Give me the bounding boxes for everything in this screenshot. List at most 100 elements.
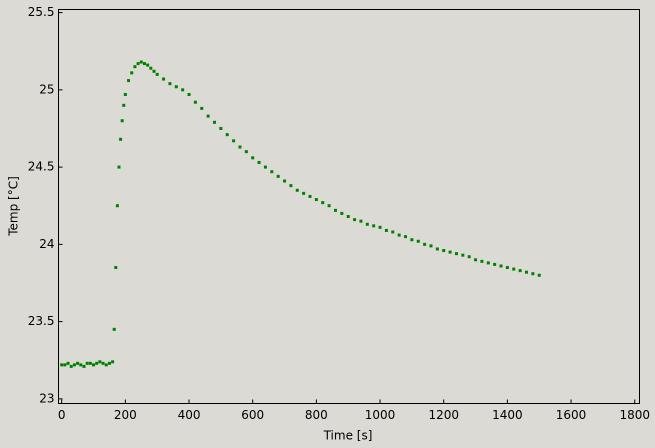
data-point — [283, 179, 287, 183]
data-point — [435, 247, 439, 251]
x-tick-label: 1000 — [365, 408, 396, 422]
data-point — [92, 363, 96, 367]
data-point — [114, 266, 118, 270]
data-point — [410, 238, 414, 242]
data-point — [493, 262, 497, 266]
plot-frame — [58, 9, 640, 404]
data-point — [225, 133, 229, 137]
data-point — [263, 165, 267, 169]
data-point — [122, 103, 126, 107]
y-tick-label: 25 — [39, 82, 54, 96]
data-point — [174, 85, 178, 89]
x-tick-label: 800 — [305, 408, 328, 422]
data-point — [423, 242, 427, 246]
data-point — [88, 361, 92, 365]
data-point — [133, 65, 137, 69]
data-point — [212, 120, 216, 124]
data-point — [321, 201, 325, 205]
data-point — [139, 60, 143, 64]
data-point — [270, 170, 274, 174]
data-point — [480, 259, 484, 263]
data-point — [442, 249, 446, 253]
data-point — [505, 266, 509, 270]
data-point — [115, 204, 119, 208]
data-point — [467, 255, 471, 259]
data-point — [295, 188, 299, 192]
data-point — [82, 364, 86, 368]
data-point — [486, 261, 490, 265]
data-point — [308, 194, 312, 198]
data-point — [136, 62, 140, 66]
data-point — [168, 82, 172, 86]
data-point — [193, 100, 197, 104]
data-point — [127, 79, 131, 83]
data-point — [314, 198, 318, 202]
y-tick-label: 24.5 — [28, 160, 55, 174]
data-point — [187, 92, 191, 96]
data-point — [238, 145, 242, 149]
y-tick-label: 23.5 — [28, 314, 55, 328]
data-point — [232, 139, 236, 143]
data-point — [104, 363, 108, 367]
data-point — [531, 272, 535, 276]
data-point — [359, 219, 363, 223]
data-point — [474, 258, 478, 262]
data-point — [76, 361, 80, 365]
data-point — [302, 191, 306, 195]
data-point — [353, 218, 357, 222]
data-point — [123, 92, 127, 96]
data-point — [276, 174, 280, 178]
data-point — [429, 244, 433, 248]
data-point — [384, 228, 388, 232]
data-point — [244, 150, 248, 154]
data-point — [333, 208, 337, 212]
data-point — [120, 119, 124, 123]
data-point — [346, 215, 350, 219]
data-point — [454, 252, 458, 256]
data-point — [98, 360, 102, 364]
x-tick-label: 400 — [178, 408, 201, 422]
x-tick-label: 1800 — [619, 408, 650, 422]
data-point — [130, 71, 134, 75]
y-tick-label: 23 — [39, 391, 54, 405]
data-point — [69, 364, 73, 368]
x-tick-label: 600 — [241, 408, 264, 422]
data-point — [112, 327, 116, 331]
x-tick-label: 0 — [58, 408, 66, 422]
data-point — [397, 233, 401, 237]
data-point — [95, 361, 99, 365]
data-point — [524, 270, 528, 274]
x-tick-label: 200 — [114, 408, 137, 422]
data-point — [181, 88, 185, 92]
y-tick-label: 24 — [39, 237, 54, 251]
x-axis-label: Time [s] — [323, 429, 373, 443]
data-point — [518, 269, 522, 273]
data-point — [155, 72, 159, 76]
data-point — [79, 363, 83, 367]
data-point — [327, 204, 331, 208]
data-point — [448, 250, 452, 254]
data-point — [537, 273, 541, 277]
data-point — [219, 126, 223, 130]
data-point — [340, 211, 344, 215]
data-point — [372, 224, 376, 228]
y-axis-label: Temp [°C] — [7, 176, 21, 237]
data-point — [149, 66, 153, 70]
data-point — [60, 363, 64, 367]
data-point — [66, 361, 70, 365]
data-point — [101, 361, 105, 365]
data-point — [72, 363, 76, 367]
x-tick-label: 1600 — [556, 408, 587, 422]
data-point — [146, 63, 150, 67]
data-point — [117, 165, 121, 169]
data-point — [119, 137, 123, 141]
x-tick-label: 1200 — [428, 408, 459, 422]
data-point — [512, 267, 516, 271]
data-point — [142, 62, 146, 66]
data-point — [461, 253, 465, 257]
data-point — [63, 363, 67, 367]
data-point — [404, 235, 408, 239]
data-point — [107, 361, 111, 365]
